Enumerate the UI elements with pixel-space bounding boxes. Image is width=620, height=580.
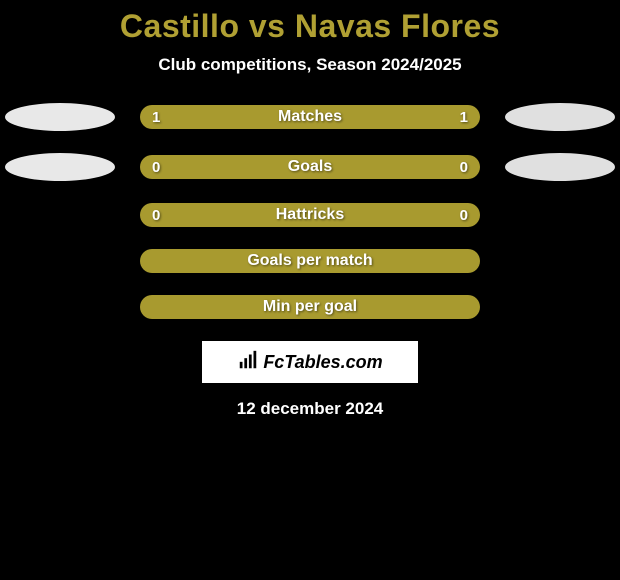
stat-row: 0 Hattricks 0 [0,203,620,227]
stat-label: Hattricks [276,206,344,224]
comparison-subtitle: Club competitions, Season 2024/2025 [0,55,620,75]
logo-text: FcTables.com [263,352,382,373]
stat-label: Goals [288,158,332,176]
player-ellipse-right [505,153,615,181]
stat-row: 0 Goals 0 [0,153,620,181]
stat-value-right: 1 [460,109,468,126]
stat-bar: Min per goal [140,295,480,319]
stat-value-left: 0 [152,159,160,176]
infographic-container: Castillo vs Navas Flores Club competitio… [0,0,620,419]
player-ellipse-right [505,103,615,131]
stat-bar: 0 Goals 0 [140,155,480,179]
stat-bar: Goals per match [140,249,480,273]
chart-icon [237,349,259,376]
player-ellipse-left [5,103,115,131]
stat-label: Min per goal [263,298,357,316]
stat-label: Goals per match [247,252,372,270]
stat-value-left: 1 [152,109,160,126]
date-label: 12 december 2024 [0,399,620,419]
stats-area: 1 Matches 1 0 Goals 0 0 Hattricks 0 Goals per mat… [0,103,620,319]
stat-row: Goals per match [0,249,620,273]
comparison-title: Castillo vs Navas Flores [0,8,620,45]
stat-label: Matches [278,108,342,126]
source-logo: FcTables.com [202,341,418,383]
stat-bar: 0 Hattricks 0 [140,203,480,227]
stat-value-left: 0 [152,207,160,224]
stat-row: Min per goal [0,295,620,319]
stat-value-right: 0 [460,207,468,224]
stat-value-right: 0 [460,159,468,176]
player-ellipse-left [5,153,115,181]
stat-row: 1 Matches 1 [0,103,620,131]
stat-bar: 1 Matches 1 [140,105,480,129]
